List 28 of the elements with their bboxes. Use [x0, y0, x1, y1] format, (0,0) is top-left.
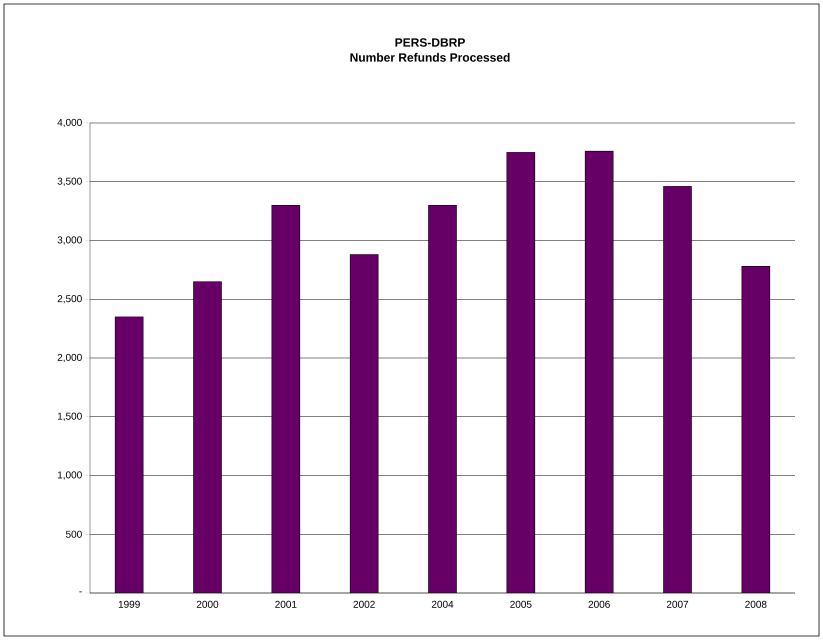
bar [428, 204, 457, 593]
y-tick-label: 3,500 [58, 178, 82, 186]
y-tick-label: 4,000 [57, 118, 82, 128]
x-tick-label: 2002 [354, 600, 375, 608]
bar [114, 316, 144, 593]
x-tick-label: 2004 [432, 600, 454, 608]
chart-title: PERS-DBRP Number Refunds Processed [350, 38, 510, 62]
y-tick-label: 1,500 [58, 412, 82, 421]
y-tick-label: 2,500 [58, 295, 82, 304]
x-tick-label: 2008 [745, 600, 767, 608]
x-tick-label: 2001 [275, 600, 296, 608]
bar [193, 281, 222, 593]
y-tick-label: 500 [66, 530, 82, 538]
bar [584, 150, 614, 593]
y-tick-label: 1,000 [58, 471, 82, 480]
bar [663, 186, 692, 593]
y-tick-label: 3,000 [58, 236, 82, 245]
bar [742, 266, 770, 593]
x-tick-label: 2006 [588, 600, 610, 608]
x-tick-label: 2005 [510, 600, 532, 608]
x-tick-label: 2007 [666, 600, 688, 608]
bar [506, 152, 536, 593]
bar [272, 204, 300, 593]
x-tick-label: 1999 [118, 600, 140, 608]
bar [350, 254, 378, 593]
y-tick-label: - [79, 591, 82, 592]
x-tick-label: 2000 [196, 600, 218, 608]
y-tick-label: 2,000 [58, 354, 82, 362]
